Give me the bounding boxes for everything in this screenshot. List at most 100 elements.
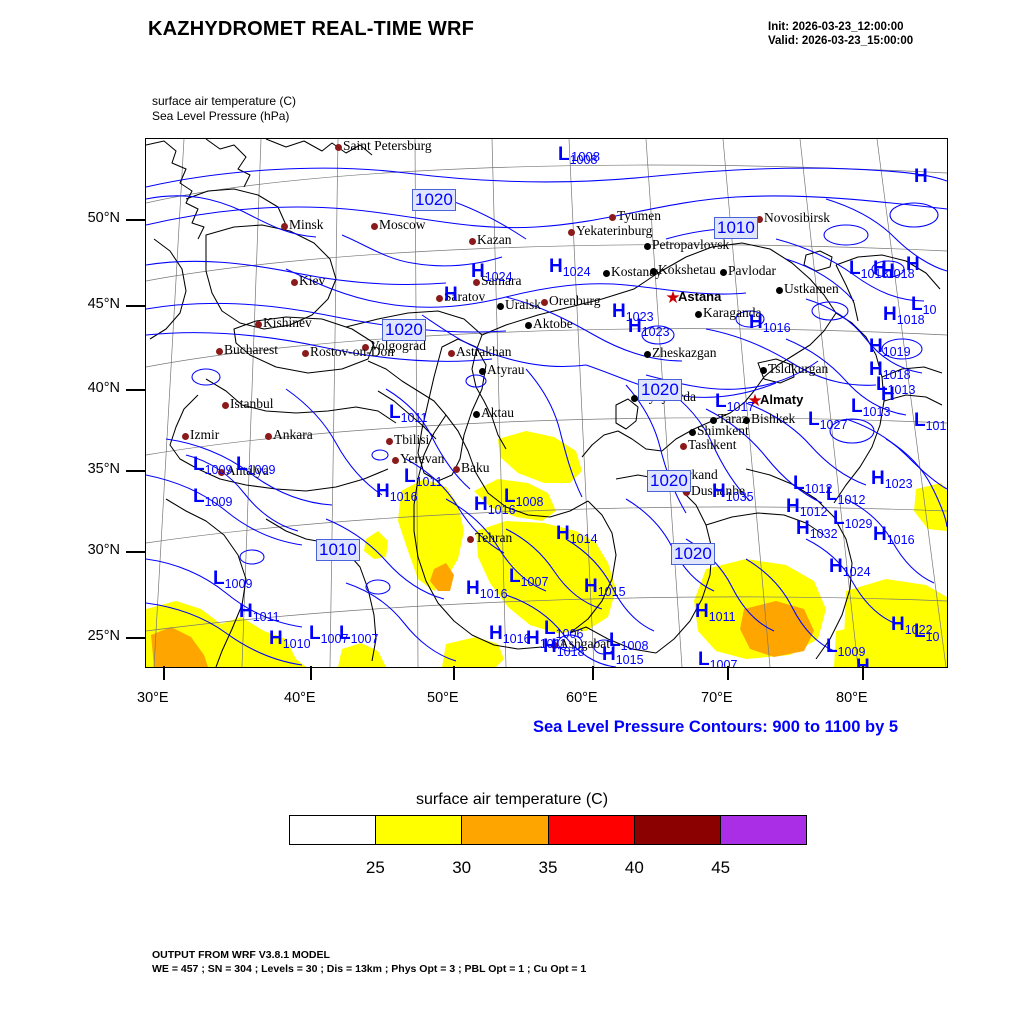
pressure-type-letter: L: [558, 144, 570, 165]
colorbar-segment[interactable]: [719, 816, 807, 844]
city-label: Yekaterinburg: [576, 223, 653, 238]
city-label: Aktau: [481, 405, 514, 420]
city-label: Antalya: [226, 463, 269, 478]
pressure-value: 1022: [904, 623, 933, 637]
high-pressure-marker: H1010: [269, 629, 311, 651]
low-pressure-marker: L1009: [193, 487, 233, 509]
weather-map[interactable]: Saint Petersburg Minsk Moscow Kazan Kiev Kish…: [145, 138, 948, 668]
high-pressure-marker: H1016: [749, 313, 791, 335]
latitude-tick-label: 50°N: [87, 210, 120, 226]
city-dot-icon: [370, 222, 378, 230]
longitude-tick-mark: [862, 666, 864, 680]
high-pressure-marker: H1015: [602, 645, 644, 667]
high-pressure-marker: H1024: [829, 557, 871, 579]
city-label: Zheskazgan: [652, 345, 717, 360]
pressure-value: 1024: [562, 265, 591, 279]
pressure-value: 1011: [252, 610, 280, 624]
latitude-tick-mark: [126, 551, 145, 553]
pressure-type-letter: H: [873, 258, 887, 279]
pressure-value: 1009: [247, 463, 276, 477]
colorbar-segment[interactable]: [290, 816, 376, 844]
city-label: Astrakhan: [456, 344, 512, 359]
pressure-type-letter: L: [609, 630, 621, 651]
high-pressure-marker: H1019: [869, 337, 911, 359]
high-pressure-marker: H1012: [786, 496, 828, 519]
city-label: Ashgabat: [559, 636, 610, 651]
city-label: Saint Petersburg: [343, 138, 432, 153]
city-dot-icon: [550, 641, 558, 649]
city-dot-icon: [452, 465, 460, 473]
pressure-value: 1017: [726, 400, 755, 414]
low-pressure-marker: L1007: [339, 623, 379, 646]
city-dot-icon: [649, 267, 657, 275]
city-label: Baku: [461, 460, 490, 475]
high-pressure-marker: H1018: [883, 305, 925, 327]
colorbar-segment[interactable]: [547, 816, 634, 844]
colorbar-tick-label: 25: [365, 858, 385, 877]
pressure-type-letter: L: [236, 454, 248, 475]
pressure-value: 1011: [415, 475, 443, 489]
high-pressure-marker: H: [881, 262, 895, 282]
contour-value-label: 1008: [571, 149, 600, 164]
high-pressure-marker: H1014: [556, 524, 598, 546]
city-label: Yerevan: [400, 451, 445, 466]
colorbar-tick-label: 45: [711, 858, 731, 877]
high-pressure-marker: H1018: [869, 360, 911, 382]
low-pressure-marker: L1009: [193, 455, 232, 477]
city-label: Tashkent: [688, 437, 737, 452]
pressure-type-letter: H: [612, 301, 626, 322]
city-dot-icon: [221, 401, 229, 409]
city-dot-icon: [447, 349, 455, 357]
high-pressure-marker: H1035: [712, 482, 754, 504]
pressure-value: 1016: [479, 587, 508, 601]
temperature-shading: [146, 431, 947, 667]
colorbar-segment[interactable]: [375, 816, 462, 844]
pressure-value: 1007: [520, 575, 549, 589]
city-dot-icon: [688, 428, 696, 436]
city-label: Kostanay: [611, 264, 662, 279]
pressure-value: 1011: [708, 610, 736, 624]
city-label: Tbilisi: [394, 432, 430, 447]
city-dot-icon: [755, 215, 763, 223]
footer-line-model: OUTPUT FROM WRF V3.8.1 MODEL: [152, 949, 330, 961]
pressure-type-letter: L: [339, 623, 351, 644]
pressure-type-letter: L: [826, 484, 838, 505]
low-pressure-marker: L1013: [851, 397, 890, 419]
colorbar-segment[interactable]: [633, 816, 720, 844]
longitude-tick-label: 70°E: [701, 690, 733, 706]
city-dot-icon: [643, 350, 651, 358]
latitude-tick-label: 45°N: [87, 296, 120, 312]
high-pressure-marker: H: [914, 167, 928, 187]
pressure-value: 1010: [282, 637, 311, 651]
high-pressure-marker: H1024: [549, 257, 591, 279]
pressure-value: 1023: [625, 310, 654, 324]
city-label: Tsldkurgan: [768, 361, 829, 376]
colorbar[interactable]: [289, 815, 807, 845]
pressure-value: 1016: [389, 490, 418, 504]
pressure-value: 1007: [350, 632, 379, 646]
pressure-value: 1009: [837, 645, 866, 659]
high-pressure-marker: H1023: [612, 301, 654, 324]
pressure-type-letter: H: [881, 384, 895, 405]
capital-star-icon: ★: [747, 391, 763, 410]
low-pressure-marker: L1009: [236, 454, 276, 477]
pressure-value: 1019: [882, 345, 911, 359]
map-graphics: [146, 139, 947, 667]
colorbar-segment[interactable]: [461, 816, 548, 844]
contour-value-label: 1020: [671, 543, 715, 565]
pressure-value: 1015: [597, 585, 626, 599]
city-dot-icon: [742, 416, 750, 424]
city-label: Tyumen: [617, 208, 662, 223]
longitude-tick-label: 80°E: [836, 690, 868, 706]
init-time: Init: 2026-03-23_12:00:00: [768, 21, 904, 33]
pressure-value: 1015: [615, 653, 644, 667]
pressure-type-letter: H: [786, 496, 800, 517]
pressure-value: 1018: [886, 267, 915, 281]
pressure-value: 1009: [204, 495, 233, 509]
city-dot-icon: [435, 294, 443, 302]
longitude-tick-label: 40°E: [284, 690, 316, 706]
low-pressure-marker: L1027: [808, 410, 847, 432]
pressure-value: 1023: [641, 325, 670, 339]
high-pressure-marker: H1016: [466, 579, 508, 601]
longitude-tick-label: 50°E: [427, 690, 459, 706]
